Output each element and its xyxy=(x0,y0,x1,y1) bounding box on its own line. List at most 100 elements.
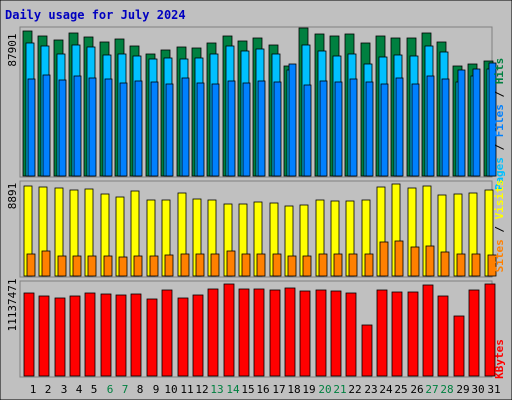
bar-kbytes-day-10 xyxy=(161,289,173,377)
day-label-18: 18 xyxy=(287,383,300,396)
bar-pages-day-14 xyxy=(227,80,236,177)
bar-kbytes-day-3 xyxy=(54,297,66,377)
bar-kbytes-day-30 xyxy=(468,289,480,377)
day-label-20: 20 xyxy=(318,383,331,396)
panel-kbytes-max-label: 11137471 xyxy=(6,279,19,332)
day-label-13: 13 xyxy=(210,383,223,396)
bar-pages-day-15 xyxy=(242,82,251,177)
bar-sites-day-19 xyxy=(302,255,312,277)
legend-entry-2-0: KBytes xyxy=(493,339,506,379)
bar-pages-day-22 xyxy=(349,78,358,177)
bar-sites-day-10 xyxy=(164,254,174,277)
bar-pages-day-20 xyxy=(319,80,328,177)
bar-pages-day-13 xyxy=(211,83,220,177)
bar-pages-day-26 xyxy=(411,83,420,177)
bar-pages-day-28 xyxy=(441,78,450,177)
bar-kbytes-day-15 xyxy=(238,288,250,377)
bar-kbytes-day-28 xyxy=(437,295,449,377)
bar-kbytes-day-4 xyxy=(69,295,81,377)
bar-kbytes-day-26 xyxy=(407,291,419,377)
bar-pages-day-11 xyxy=(181,77,190,177)
bar-sites-day-16 xyxy=(256,253,266,277)
legend-entry-0-1: / xyxy=(493,137,506,157)
bar-pages-day-23 xyxy=(365,81,374,177)
bar-pages-day-7 xyxy=(119,82,128,177)
day-label-28: 28 xyxy=(440,383,453,396)
bar-pages-day-24 xyxy=(380,83,389,177)
day-label-24: 24 xyxy=(379,383,393,396)
bar-pages-day-1 xyxy=(27,78,36,177)
day-label-10: 10 xyxy=(164,383,177,396)
bar-sites-day-6 xyxy=(103,255,113,277)
bar-sites-day-29 xyxy=(456,253,466,277)
bar-kbytes-day-25 xyxy=(391,291,403,377)
bar-sites-day-11 xyxy=(180,253,190,277)
legend-entry-0-0: Pages xyxy=(493,157,506,190)
bar-sites-day-21 xyxy=(333,253,343,277)
bar-sites-day-3 xyxy=(57,255,67,277)
day-label-6: 6 xyxy=(107,383,114,396)
bar-pages-day-21 xyxy=(334,81,343,177)
day-label-7: 7 xyxy=(122,383,129,396)
bar-sites-day-31 xyxy=(487,254,497,277)
bar-kbytes-day-2 xyxy=(38,295,50,377)
bar-pages-day-3 xyxy=(58,79,67,177)
panel-hits-max-label: 87901 xyxy=(6,33,19,66)
legend-entry-0-3: / xyxy=(493,84,506,104)
day-label-17: 17 xyxy=(272,383,285,396)
day-label-25: 25 xyxy=(394,383,407,396)
bar-sites-day-18 xyxy=(287,255,297,277)
day-label-16: 16 xyxy=(256,383,269,396)
bar-kbytes-day-20 xyxy=(315,289,327,377)
day-label-1: 1 xyxy=(30,383,37,396)
bar-pages-day-10 xyxy=(165,83,174,177)
bar-pages-day-27 xyxy=(426,75,435,177)
legend-entry-1-0: Sites xyxy=(493,239,506,272)
bar-kbytes-day-9 xyxy=(146,298,158,377)
day-label-19: 19 xyxy=(302,383,315,396)
panel-visits-max-label: 8891 xyxy=(6,183,19,210)
bar-sites-day-20 xyxy=(318,253,328,277)
day-label-12: 12 xyxy=(195,383,208,396)
bar-sites-day-5 xyxy=(87,255,97,277)
day-label-29: 29 xyxy=(456,383,469,396)
day-label-8: 8 xyxy=(137,383,144,396)
panel-1-legend: Sites / Visits xyxy=(493,180,506,273)
bar-kbytes-day-1 xyxy=(23,292,35,377)
bar-kbytes-day-5 xyxy=(84,292,96,377)
bar-kbytes-day-13 xyxy=(207,288,219,377)
bar-kbytes-day-29 xyxy=(453,315,465,377)
bar-sites-day-12 xyxy=(195,253,205,277)
bar-pages-day-29 xyxy=(457,69,466,177)
bar-sites-day-24 xyxy=(379,241,389,277)
legend-entry-0-4: Hits xyxy=(493,58,506,85)
bar-kbytes-day-22 xyxy=(345,292,357,377)
day-label-5: 5 xyxy=(91,383,98,396)
bar-kbytes-day-7 xyxy=(115,294,127,377)
bar-pages-day-19 xyxy=(303,84,312,177)
bar-pages-day-17 xyxy=(273,81,282,177)
bar-sites-day-26 xyxy=(410,246,420,277)
bar-pages-day-18 xyxy=(288,63,297,177)
bar-kbytes-day-18 xyxy=(284,287,296,377)
bar-sites-day-27 xyxy=(425,245,435,277)
day-label-31: 31 xyxy=(487,383,500,396)
day-label-2: 2 xyxy=(45,383,52,396)
bar-pages-day-12 xyxy=(196,82,205,177)
bar-pages-day-2 xyxy=(42,74,51,177)
day-label-23: 23 xyxy=(364,383,377,396)
day-label-27: 27 xyxy=(425,383,438,396)
bar-pages-day-16 xyxy=(257,80,266,177)
bar-kbytes-day-23 xyxy=(361,324,373,377)
bar-pages-day-6 xyxy=(104,78,113,177)
bar-sites-day-2 xyxy=(41,250,51,277)
bar-pages-day-25 xyxy=(395,77,404,177)
day-label-3: 3 xyxy=(61,383,68,396)
bar-kbytes-day-14 xyxy=(223,283,235,377)
day-label-11: 11 xyxy=(180,383,193,396)
bar-sites-day-30 xyxy=(471,253,481,277)
bar-sites-day-23 xyxy=(364,253,374,277)
panel-0-legend: Pages / Files / Hits xyxy=(493,58,506,191)
